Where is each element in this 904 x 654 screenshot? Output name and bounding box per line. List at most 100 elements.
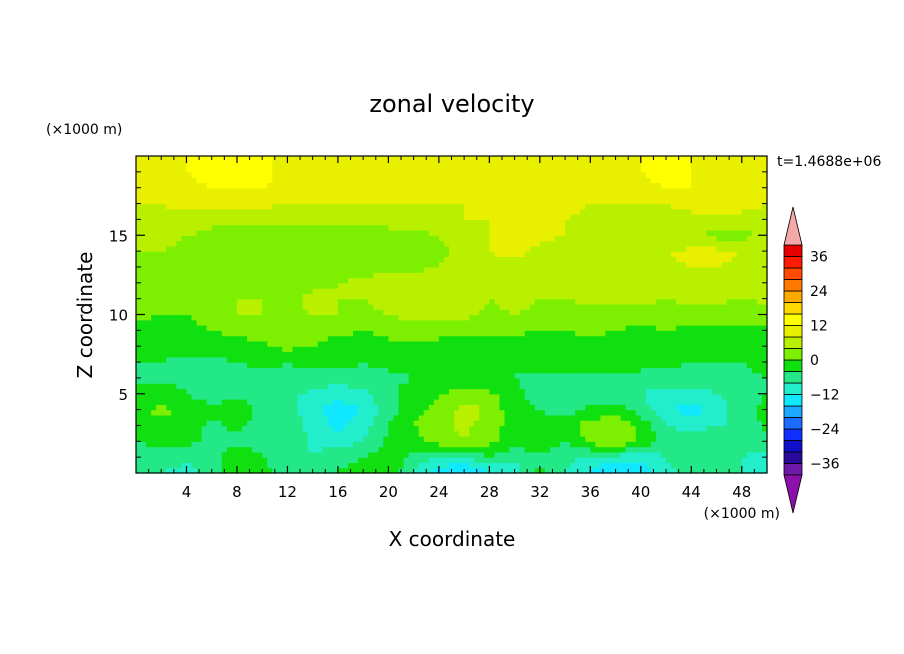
contour-cell [413,446,420,453]
contour-cell [353,293,359,300]
contour-cell [459,377,465,384]
contour-cell [489,277,496,284]
contour-cell [635,446,642,453]
contour-cell [166,288,172,294]
contour-cell [383,372,389,379]
contour-cell [151,388,157,395]
contour-cell [549,383,556,390]
contour-cell [716,346,723,353]
contour-cell [534,409,541,416]
contour-cell [600,462,607,469]
contour-cell [408,266,415,273]
contour-cell [327,266,334,273]
contour-cell [282,451,289,458]
contour-cell [307,266,314,273]
contour-cell [519,430,526,437]
contour-cell [534,335,541,342]
contour-cell [216,399,223,405]
contour-cell [756,293,763,300]
contour-cell [671,303,677,310]
contour-cell [348,266,354,273]
contour-cell [161,399,167,405]
contour-cell [247,372,253,379]
contour-cell [570,362,576,368]
contour-cell [539,351,546,358]
contour-cell [221,367,228,374]
contour-cell [247,409,253,416]
contour-cell [221,340,228,347]
contour-cell [746,436,753,442]
contour-cell [595,467,602,474]
contour-cell [635,451,642,458]
contour-cell [706,377,713,384]
contour-cell [216,436,223,442]
contour-cell [211,399,218,405]
contour-cell [519,420,526,427]
contour-cell [186,393,193,400]
contour-cell [236,362,243,368]
contour-cell [242,414,248,421]
contour-cell [640,399,647,405]
contour-cell [186,335,193,342]
contour-cell [146,314,152,321]
contour-cell [756,298,763,305]
contour-cell [605,436,612,442]
contour-cell [433,409,440,416]
contour-cell [252,420,258,427]
contour-cell [600,340,607,347]
contour-cell [469,356,475,363]
contour-cell [141,383,147,390]
contour-cell [393,383,400,390]
contour-cell [751,414,758,421]
contour-cell [332,298,339,305]
contour-cell [509,325,516,331]
contour-cell [504,330,511,337]
contour-cell [494,319,501,326]
contour-cell [358,441,364,448]
contour-cell [186,414,193,421]
contour-cell [292,356,299,363]
contour-cell [499,425,506,432]
contour-cell [726,282,733,289]
contour-cell [277,335,283,342]
contour-cell [413,372,420,379]
contour-cell [393,404,400,411]
contour-cell [403,266,410,273]
contour-cell [630,261,637,268]
contour-cell [181,362,188,368]
contour-cell [136,372,142,379]
contour-cell [398,446,405,453]
contour-cell [575,288,581,294]
contour-cell [433,377,440,384]
contour-cell [600,451,607,458]
contour-cell [761,319,768,326]
contour-cell [252,462,258,469]
contour-cell [580,314,586,321]
contour-cell [565,266,571,273]
contour-cell [595,457,602,464]
contour-cell [171,414,177,421]
contour-cell [660,377,667,384]
contour-cell [368,325,374,331]
contour-cell [337,335,344,342]
contour-cell [443,261,450,268]
contour-cell [448,425,455,432]
contour-cell [549,266,556,273]
contour-cell [666,457,672,464]
contour-cell [257,309,263,316]
contour-cell [459,388,465,395]
contour-cell [348,372,354,379]
contour-cell [600,399,607,405]
contour-cell [443,319,450,326]
contour-cell [696,436,702,442]
contour-cell [413,414,420,421]
contour-cell [565,346,571,353]
contour-cell [146,356,152,363]
contour-cell [514,309,521,316]
contour-cell [156,457,162,464]
contour-cell [721,277,728,284]
contour-cell [302,335,309,342]
contour-cell [756,303,763,310]
contour-cell [751,314,758,321]
contour-cell [337,303,344,310]
